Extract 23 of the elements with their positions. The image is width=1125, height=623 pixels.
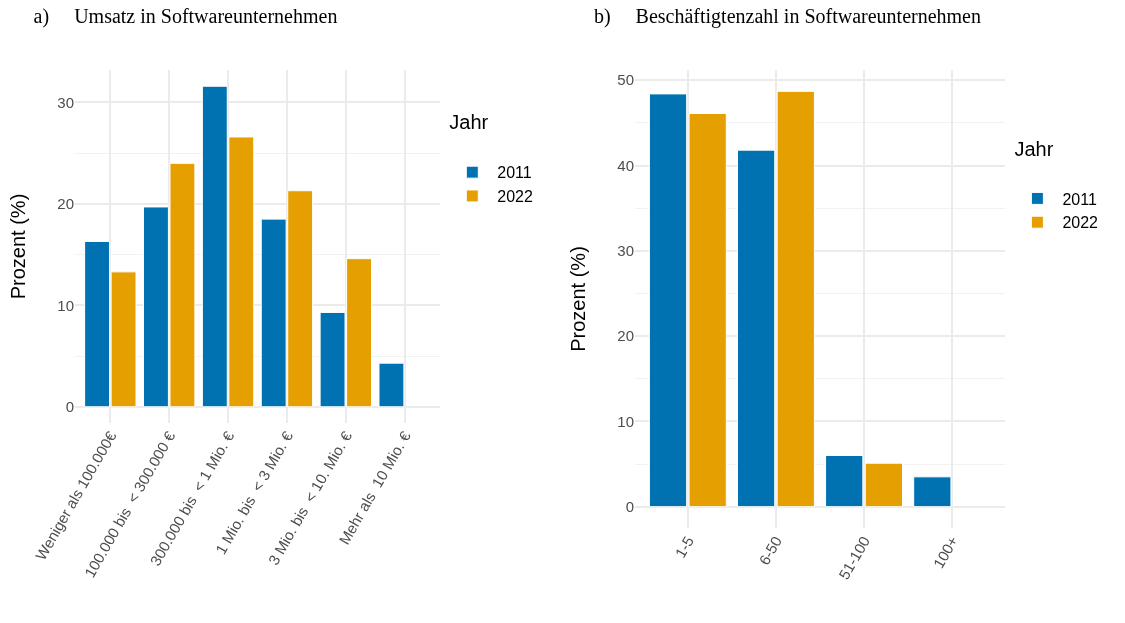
y-tick-label: 20 — [617, 327, 634, 345]
legend-label: 2022 — [497, 188, 533, 206]
y-tick-label: 0 — [625, 497, 634, 515]
y-tick-label: 40 — [617, 156, 634, 174]
y-tick-label: 0 — [65, 398, 74, 416]
y-tick-label: 10 — [617, 412, 634, 430]
y-tick-label: 30 — [617, 242, 634, 260]
y-tick-label: 50 — [617, 71, 634, 89]
y-axis-title: Prozent (%) — [7, 193, 29, 300]
legend-title: Jahr — [449, 111, 489, 134]
bar — [913, 476, 952, 508]
x-tick-label: 1-5 — [671, 533, 697, 561]
y-tick-label: 10 — [57, 296, 74, 314]
legend-title: Jahr — [1014, 137, 1054, 160]
chart-title: b) Beschäftigtenzahl in Softwareunternehmen — [593, 5, 981, 29]
legend-label: 2022 — [1062, 214, 1099, 232]
y-tick-label: 20 — [57, 195, 74, 213]
legend-label: 2011 — [1062, 190, 1097, 208]
bar — [378, 362, 405, 408]
y-axis-title: Prozent (%) — [567, 246, 589, 352]
y-tick-label: 30 — [57, 93, 74, 111]
chart-title: a) Umsatz in Softwareunternehmen — [33, 5, 338, 29]
legend-label: 2011 — [497, 164, 532, 182]
